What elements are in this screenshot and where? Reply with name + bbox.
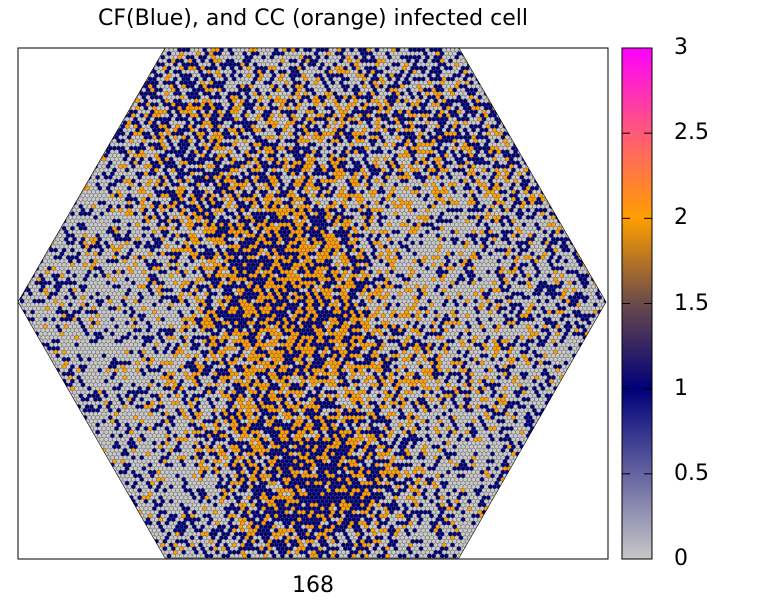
chart-title: CF(Blue), and CC (orange) infected cell xyxy=(98,6,528,31)
hex-lattice xyxy=(18,48,606,558)
